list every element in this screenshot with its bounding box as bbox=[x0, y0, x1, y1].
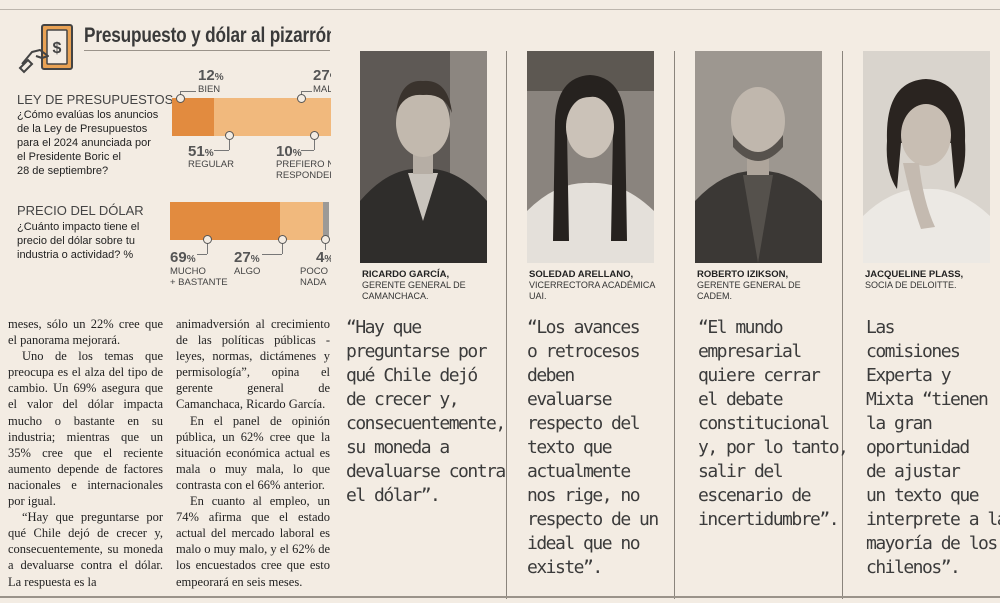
svg-text:$: $ bbox=[53, 40, 62, 57]
budget-bar-segment-1 bbox=[214, 98, 331, 136]
dollar-question: ¿Cuánto impacto tiene el precio del dóla… bbox=[17, 221, 140, 261]
dollar-connector bbox=[325, 240, 326, 250]
top-rule bbox=[0, 9, 1000, 10]
budget-pct-mal: 27% bbox=[313, 67, 331, 84]
dollar-connector bbox=[262, 254, 282, 255]
column-divider bbox=[674, 51, 675, 599]
dollar-bar-segment-0 bbox=[170, 202, 280, 240]
budget-label-bien: BIEN bbox=[198, 84, 221, 95]
budget-pct-bien: 12% bbox=[198, 67, 224, 84]
person-role: GERENTE GENERAL DE CAMANCHACA. bbox=[362, 280, 466, 301]
budget-marker bbox=[297, 94, 306, 103]
person-quote: Las comisiones Experta y Mixta “tienen la g… bbox=[866, 317, 1000, 578]
budget-pct-regular: 51% bbox=[188, 143, 214, 160]
person-role: VICERRECTORA ACADÉMICA UAI. bbox=[529, 280, 656, 301]
title-underline bbox=[84, 50, 330, 51]
article-column-1: meses, sólo un 22% cree que el panorama … bbox=[8, 317, 163, 589]
portrait-soledad-arellano bbox=[527, 51, 654, 263]
budget-marker bbox=[225, 131, 234, 140]
column-divider bbox=[506, 51, 507, 599]
budget-connector bbox=[214, 150, 229, 151]
dollar-label-algo: ALGO bbox=[234, 266, 261, 277]
dollar-marker bbox=[321, 235, 330, 244]
person-name: ROBERTO IZIKSON, bbox=[697, 269, 789, 280]
budget-stacked-bar bbox=[172, 98, 331, 136]
budget-pct-noresponde: 10% bbox=[276, 143, 302, 160]
budget-bar-segment-0 bbox=[172, 98, 214, 136]
person-quote: “Hay que preguntarse por qué Chile dejó de … bbox=[346, 317, 506, 506]
dollar-pct-poco: 4% bbox=[316, 249, 331, 266]
money-hand-icon: $ bbox=[18, 24, 73, 74]
dollar-label-poco: POCO O NADA bbox=[300, 266, 331, 288]
dollar-bar-segment-2 bbox=[322, 202, 329, 240]
budget-marker bbox=[310, 131, 319, 140]
person-name: RICARDO GARCÍA, bbox=[362, 269, 450, 280]
dollar-pct-mucho: 69% bbox=[170, 249, 196, 266]
budget-connector bbox=[301, 150, 314, 151]
person-quote: “El mundo empresarial quiere cerrar el deba… bbox=[698, 317, 849, 530]
infographic: $ Presupuesto y dólar al pizarrón LEY DE… bbox=[0, 0, 331, 300]
budget-connector bbox=[229, 136, 230, 150]
portrait-jacqueline-plass bbox=[863, 51, 990, 263]
budget-question: ¿Cómo evalúas los anuncios de la Ley de … bbox=[17, 109, 159, 177]
dollar-bar-segment-1 bbox=[279, 202, 323, 240]
person-name: JACQUELINE PLASS, bbox=[865, 269, 964, 280]
dollar-marker bbox=[203, 235, 212, 244]
person-role: SOCIA DE DELOITTE. bbox=[865, 280, 957, 290]
article-column-2: animadversión al crecimiento de las polí… bbox=[176, 317, 330, 589]
person-name: SOLEDAD ARELLANO, bbox=[529, 269, 634, 280]
dollar-connector bbox=[197, 254, 207, 255]
budget-connector bbox=[314, 136, 315, 150]
bottom-rule bbox=[0, 596, 1000, 598]
person-role: GERENTE GENERAL DE CADEM. bbox=[697, 280, 801, 301]
column-divider bbox=[842, 51, 843, 599]
budget-connector bbox=[180, 91, 196, 92]
person-quote: “Los avances o retrocesos deben evaluarse r… bbox=[527, 317, 659, 578]
infographic-title: Presupuesto y dólar al pizarrón bbox=[84, 24, 331, 47]
dollar-heading: PRECIO DEL DÓLAR bbox=[17, 203, 144, 218]
portrait-roberto-izikson bbox=[695, 51, 822, 263]
budget-label-mal: MAL bbox=[313, 84, 331, 95]
portrait-ricardo-garcia bbox=[360, 51, 487, 263]
budget-marker bbox=[176, 94, 185, 103]
budget-connector bbox=[301, 91, 312, 92]
dollar-connector bbox=[207, 240, 208, 254]
budget-label-noresponde: PREFIERO NO RESPONDER bbox=[276, 159, 331, 181]
budget-label-regular: REGULAR bbox=[188, 159, 234, 170]
budget-heading: LEY DE PRESUPUESTOS bbox=[17, 92, 174, 107]
dollar-label-mucho: MUCHO + BASTANTE bbox=[170, 266, 228, 288]
dollar-connector bbox=[282, 240, 283, 254]
dollar-stacked-bar bbox=[170, 202, 329, 240]
dollar-marker bbox=[278, 235, 287, 244]
dollar-pct-algo: 27% bbox=[234, 249, 260, 266]
